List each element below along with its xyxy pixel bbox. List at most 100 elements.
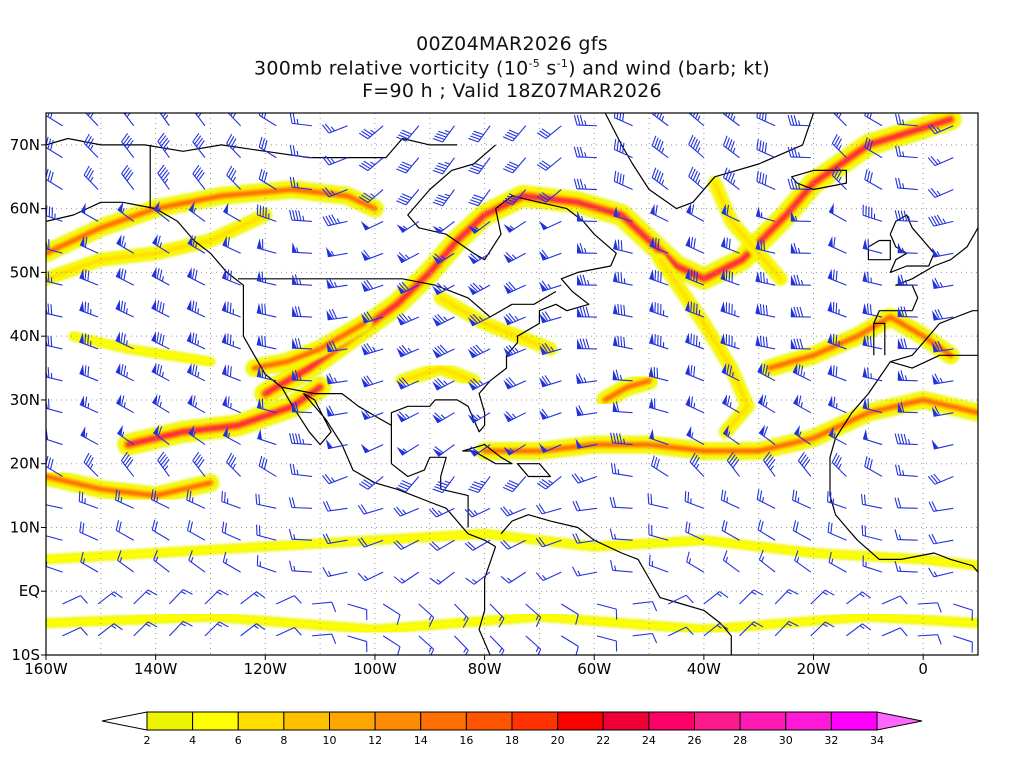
wind-barb xyxy=(790,306,811,318)
wind-barb xyxy=(931,373,954,385)
wind-barb xyxy=(722,113,740,127)
wind-barb xyxy=(429,571,455,585)
lat-tick-label: 30N xyxy=(10,391,40,409)
colorbar-segment xyxy=(511,711,559,731)
wind-barb xyxy=(790,242,811,254)
wind-barb xyxy=(396,344,420,358)
wind-barb xyxy=(396,157,420,174)
wind-barb xyxy=(221,332,241,350)
wind-barb xyxy=(722,424,740,446)
wind-barb xyxy=(503,377,526,390)
colorbar: 2 4 6 8 10 12 14 16 18 20 22 24 26 28 30 32 34 xyxy=(101,711,923,747)
wind-barb xyxy=(360,220,384,231)
wind-barb xyxy=(575,438,598,449)
colorbar-label: 12 xyxy=(368,734,382,747)
wind-barb xyxy=(432,313,455,327)
wind-barb xyxy=(726,451,740,477)
wind-barb xyxy=(894,497,918,509)
wind-barb xyxy=(827,521,847,541)
wind-barb xyxy=(612,369,633,382)
wind-barb xyxy=(276,626,302,637)
wind-barb xyxy=(396,411,420,423)
wind-barb xyxy=(357,504,384,515)
wind-barb xyxy=(895,145,918,159)
wind-barb xyxy=(133,621,158,637)
wind-barb xyxy=(722,167,740,190)
coastline-atlantic-americas xyxy=(390,144,617,528)
wind-barb xyxy=(536,189,562,203)
wind-barb xyxy=(222,395,241,414)
wind-barb xyxy=(83,452,99,477)
wind-barb xyxy=(931,405,954,417)
wind-barb xyxy=(931,439,954,450)
wind-barb xyxy=(468,444,491,457)
wind-barb xyxy=(897,274,918,286)
wind-barb xyxy=(649,333,669,350)
wind-barb xyxy=(864,456,883,477)
wind-barb xyxy=(685,268,705,286)
wind-barb xyxy=(258,168,277,190)
title-line-2: 300mb relative vorticity (10-5 s-1) and … xyxy=(0,57,1024,79)
title-line-2-post: ) and wind (barb; kt) xyxy=(568,57,770,80)
wind-barb xyxy=(80,551,99,573)
wind-barb xyxy=(757,393,776,414)
colorbar-label: 6 xyxy=(235,734,242,747)
wind-barb xyxy=(396,125,420,142)
wind-barb xyxy=(360,249,384,261)
wind-barb xyxy=(846,623,872,637)
map-frame xyxy=(45,112,979,656)
wind-barb xyxy=(204,621,229,637)
wind-barb xyxy=(757,519,776,541)
wind-barbs xyxy=(46,113,973,655)
wind-barb xyxy=(862,238,883,254)
wind-barb xyxy=(80,426,99,446)
colorbar-under-triangle xyxy=(101,711,148,731)
wind-barb xyxy=(722,550,740,573)
wind-barb xyxy=(432,220,455,235)
wind-barb xyxy=(117,201,135,222)
wind-barb xyxy=(396,313,420,326)
wind-barb xyxy=(289,144,312,159)
wind-barb xyxy=(255,493,277,509)
wind-barb xyxy=(720,489,740,509)
wind-barb xyxy=(322,123,348,134)
wind-barb xyxy=(827,235,847,254)
wind-barb xyxy=(539,408,562,420)
colorbar-segment xyxy=(602,711,650,731)
wind-barb xyxy=(612,271,633,286)
wind-barb xyxy=(116,424,135,446)
wind-barb xyxy=(115,520,134,541)
wind-barb xyxy=(291,369,312,382)
wind-barb xyxy=(525,603,542,627)
lat-lon-grid xyxy=(46,113,978,655)
wind-barb xyxy=(157,451,170,477)
border-spain-portugal xyxy=(873,322,886,356)
wind-barb xyxy=(396,189,420,206)
wind-barb xyxy=(576,242,597,254)
colorbar-label: 34 xyxy=(870,734,884,747)
wind-barb xyxy=(432,252,455,265)
wind-barb xyxy=(326,405,348,417)
wind-barb xyxy=(609,496,633,509)
wind-barb xyxy=(536,157,562,171)
wind-barb xyxy=(755,335,776,350)
wind-barb xyxy=(649,428,669,446)
wind-barb xyxy=(927,124,954,135)
wind-barb xyxy=(468,220,491,235)
colorbar-segment xyxy=(465,711,513,731)
lat-tick-label: 40N xyxy=(10,327,40,345)
colorbar-segment xyxy=(237,711,285,731)
wind-barb xyxy=(503,444,526,456)
wind-barb xyxy=(575,405,598,417)
vort-band-alaska xyxy=(46,180,384,263)
lat-tick-label: EQ xyxy=(19,582,40,600)
wind-barb xyxy=(121,164,135,190)
wind-barb xyxy=(289,463,312,478)
wind-barb xyxy=(428,507,455,518)
wind-barb xyxy=(774,589,799,605)
wind-barb xyxy=(755,303,776,318)
wind-barb xyxy=(668,626,694,637)
wind-barb xyxy=(62,595,88,605)
wind-barb xyxy=(758,549,776,573)
wind-barb xyxy=(897,401,918,414)
